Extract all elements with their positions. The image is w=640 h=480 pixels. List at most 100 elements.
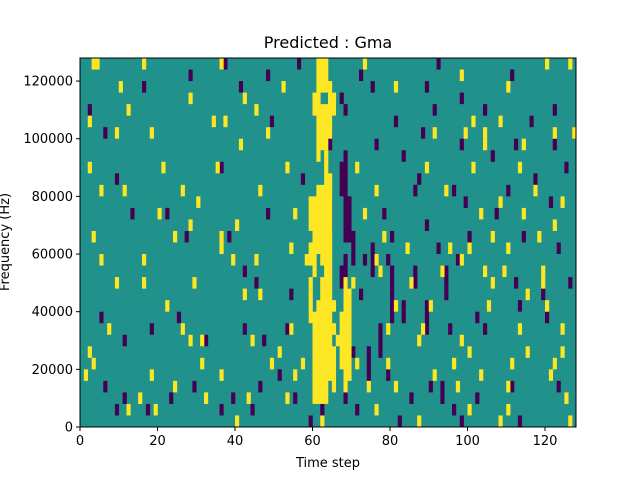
heatmap-cell-high (173, 230, 178, 243)
heatmap-cell-high (312, 196, 317, 278)
heatmap-cell-high (560, 323, 565, 335)
heatmap-cell-low (242, 323, 247, 335)
heatmap-cell-low (378, 323, 383, 358)
x-tick-label: 100 (455, 434, 480, 449)
heatmap-cell-low (355, 403, 360, 416)
heatmap-cell-high (316, 184, 321, 255)
heatmap-cell-low (428, 380, 433, 393)
heatmap-cell-high (467, 346, 472, 358)
heatmap-cell-high (277, 346, 282, 358)
heatmap-cell-high (173, 380, 178, 393)
heatmap-cell-low (424, 300, 430, 335)
heatmap-cell-low (366, 346, 371, 381)
heatmap-cell-low (529, 115, 534, 128)
heatmap-cell-high (448, 242, 453, 255)
heatmap-cell-high (235, 219, 240, 231)
heatmap-cell-high (320, 58, 325, 93)
heatmap-cell-high (91, 230, 96, 243)
heatmap-cell-low (564, 161, 569, 174)
heatmap-cell-high (219, 58, 224, 70)
heatmap-cell-low (223, 58, 228, 70)
heatmap-cell-high (188, 334, 193, 347)
heatmap-cell-high (467, 403, 472, 416)
heatmap-cell-high (91, 357, 96, 370)
heatmap-cell-low (351, 230, 356, 266)
heatmap-cell-high (479, 207, 484, 220)
heatmap-cell-low (475, 392, 480, 404)
heatmap-cell-high (142, 254, 147, 266)
heatmap-cell-high (331, 300, 337, 312)
heatmap-cell-low (103, 127, 108, 139)
heatmap-cell-high (320, 415, 325, 427)
heatmap-cell-low (424, 219, 430, 231)
heatmap-cell-high (254, 254, 259, 266)
heatmap-cell-high (304, 254, 309, 266)
heatmap-cell-high (521, 207, 526, 220)
heatmap-cell-high (118, 81, 123, 93)
heatmap-cell-low (517, 300, 523, 312)
heatmap-cell-high (289, 323, 294, 335)
heatmap-cell-high (405, 242, 410, 255)
heatmap-cell-low (459, 415, 464, 427)
heatmap-cell-low (463, 196, 468, 208)
heatmap-cell-low (339, 92, 344, 105)
x-axis-label: Time step (295, 456, 360, 471)
heatmap-cell-high (560, 346, 565, 358)
heatmap-cell-high (568, 58, 573, 70)
heatmap-cell-low (114, 403, 120, 416)
heatmap-cell-low (343, 150, 348, 243)
heatmap-cell-high (486, 300, 492, 312)
heatmap-cell-high (572, 127, 577, 139)
heatmap-cell-low (165, 207, 170, 220)
heatmap-cell-low (409, 392, 414, 404)
y-tick-label: 0 (65, 421, 73, 436)
heatmap-cell-high (533, 184, 538, 197)
heatmap-cell-low (452, 184, 457, 197)
heatmap-cell-high (541, 265, 546, 278)
heatmap-cell-high (204, 392, 209, 404)
heatmap-cell-high (432, 127, 437, 139)
heatmap-cell-high (545, 58, 550, 70)
heatmap-cell-low (266, 207, 271, 220)
heatmap-cell-low (297, 58, 302, 70)
heatmap-cell-high (517, 323, 523, 335)
heatmap-cell-low (413, 184, 418, 197)
heatmap-cell-high (432, 369, 437, 381)
heatmap-cell-high (165, 300, 170, 312)
heatmap-cell-low (339, 265, 344, 289)
y-tick-label: 80000 (32, 190, 73, 205)
heatmap-cell-low (397, 415, 402, 427)
heatmap-cell-high (490, 230, 495, 243)
heatmap-cell-high (219, 230, 224, 255)
x-tick-label: 20 (149, 434, 166, 449)
heatmap-cell-low (204, 334, 209, 347)
heatmap-cell-high (219, 369, 224, 381)
heatmap-cell-high (188, 92, 193, 105)
heatmap-cell-high (545, 300, 550, 312)
heatmap-cell-high (355, 357, 360, 370)
heatmap-cell-high (382, 230, 387, 243)
heatmap-cell-high (339, 311, 344, 370)
heatmap-cell-high (506, 403, 511, 416)
heatmap-cell-low (483, 323, 488, 335)
heatmap-cell-high (254, 104, 259, 116)
heatmap-cell-low (219, 161, 224, 174)
heatmap-cell-low (444, 265, 449, 301)
heatmap-cell-high (459, 334, 464, 347)
heatmap-cell-high (366, 380, 371, 393)
heatmap-cell-high (266, 127, 271, 139)
heatmap-cell-high (269, 357, 275, 370)
heatmap-cell-low (339, 161, 344, 197)
heatmap-cell-high (525, 346, 530, 358)
heatmap-cell-high (126, 403, 131, 416)
heatmap-cell-high (320, 184, 325, 266)
heatmap-cell-high (126, 104, 131, 116)
heatmap-cell-high (285, 392, 290, 404)
heatmap-cell-high (374, 254, 379, 266)
heatmap-cell-high (455, 380, 461, 393)
heatmap-cell-low (285, 323, 290, 335)
heatmap-cell-low (122, 334, 127, 347)
heatmap-cell-low (533, 173, 538, 185)
heatmap-cell-low (238, 81, 244, 93)
heatmap-cell-low (254, 277, 259, 289)
